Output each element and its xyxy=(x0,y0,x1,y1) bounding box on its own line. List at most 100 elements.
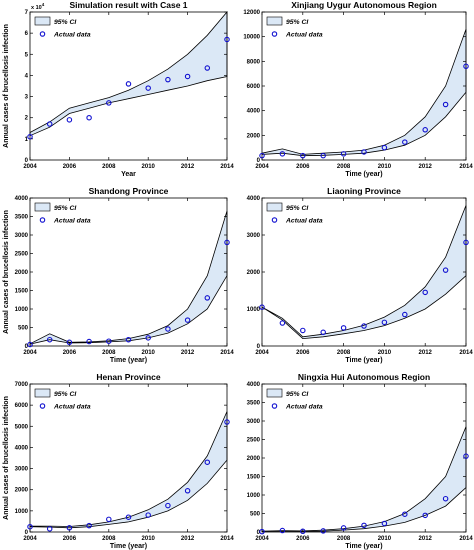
axes-frame xyxy=(29,11,228,161)
y-tick-label: 4000 xyxy=(15,196,29,202)
y-tick-label: 0 xyxy=(257,530,261,536)
actual-data-point xyxy=(86,338,92,345)
actual-data-point xyxy=(279,320,286,326)
y-tick-label: 6 xyxy=(25,31,29,37)
actual-data-point xyxy=(381,144,388,151)
actual-data-point xyxy=(320,329,326,336)
x-tick-label: 2010 xyxy=(378,350,392,356)
actual-data-point xyxy=(224,36,230,43)
chart-panel-2: Xinjiang Uygur Autonomous Region 2004 2006… xyxy=(243,0,473,178)
x-tick-label: 2004 xyxy=(23,536,37,542)
y-tick-label: 2000 xyxy=(15,270,29,276)
x-tick-label: 2014 xyxy=(459,536,473,542)
y-tick-label: 0 xyxy=(25,530,29,536)
legend-marker xyxy=(271,403,278,409)
actual-data-point xyxy=(259,528,265,535)
actual-data-point xyxy=(184,317,191,323)
actual-data-point xyxy=(224,419,230,425)
y-axis-label: Annual cases of brucellosis infection xyxy=(3,210,10,334)
legend-marker xyxy=(39,31,46,37)
legend-points-label: Actual data xyxy=(53,404,91,411)
x-tick-label: 2010 xyxy=(378,536,392,542)
y-tick-label: 2000 xyxy=(247,270,261,276)
legend-marker xyxy=(39,403,46,409)
y-tick-label: 5 xyxy=(25,52,29,58)
ci-band xyxy=(261,29,467,157)
legend-marker xyxy=(271,217,278,223)
y-axis-label: Annual cases of brucellosis infection xyxy=(3,24,10,148)
legend-band-swatch xyxy=(266,388,283,398)
x-tick-label: 2004 xyxy=(255,536,269,542)
y-tick-label: 1000 xyxy=(15,509,29,515)
actual-data-point xyxy=(320,152,326,159)
chart-panel-4: Liaoning Province 2004 2006 2008 2010 2012 201… xyxy=(247,186,474,364)
y-tick-label: 0 xyxy=(257,158,261,164)
y-tick-label: 500 xyxy=(250,512,261,518)
x-tick-label: 2004 xyxy=(255,164,269,170)
y-tick-label: 500 xyxy=(18,326,29,332)
x-tick-label: 2010 xyxy=(142,350,156,356)
actual-data-point xyxy=(204,295,211,301)
actual-data-point xyxy=(300,528,306,535)
actual-data-point xyxy=(204,459,211,465)
legend-points-label: Actual data xyxy=(285,218,323,225)
x-tick-label: 2010 xyxy=(142,164,156,170)
x-tick-label: 2006 xyxy=(63,536,77,542)
legend-band-swatch xyxy=(266,16,283,26)
actual-data-point xyxy=(145,335,151,341)
chart-title: Henan Province xyxy=(96,372,161,382)
y-tick-label: 3000 xyxy=(15,233,29,239)
actual-data-point xyxy=(204,65,211,71)
y-tick-label: 8000 xyxy=(247,59,261,65)
chart-title: Ningxia Hui Autonomous Region xyxy=(298,372,430,382)
y-tick-label: 6000 xyxy=(247,84,261,90)
actual-data-point xyxy=(66,117,73,123)
legend-marker xyxy=(271,31,278,37)
actual-data-point xyxy=(46,526,53,532)
actual-data-point xyxy=(145,512,151,518)
y-tick-label: 1500 xyxy=(247,475,261,481)
y-tick-label: 2500 xyxy=(247,438,261,444)
x-tick-label: 2004 xyxy=(255,350,269,356)
x-axis-label: Time (year) xyxy=(345,357,382,364)
actual-data-point xyxy=(463,63,469,70)
chart-title: Simulation result with Case 1 xyxy=(69,0,187,10)
actual-data-point xyxy=(259,304,265,310)
y-tick-label: 5000 xyxy=(15,424,29,430)
actual-data-point xyxy=(106,338,112,344)
actual-data-point xyxy=(422,289,428,296)
y-tick-label: 3500 xyxy=(15,215,29,221)
x-axis-label: Time (year) xyxy=(345,171,382,178)
actual-data-point xyxy=(340,525,347,531)
actual-data-point xyxy=(66,525,73,531)
legend-band-swatch xyxy=(266,202,283,212)
x-tick-label: 2014 xyxy=(459,164,473,170)
actual-data-point xyxy=(381,319,388,326)
actual-data-point xyxy=(442,101,449,108)
chart-title: Liaoning Province xyxy=(327,186,401,196)
y-tick-label: 1 xyxy=(25,137,29,143)
y-tick-label: 1500 xyxy=(15,289,29,295)
legend-points-label: Actual data xyxy=(53,32,91,39)
actual-data-point xyxy=(381,520,388,527)
actual-data-point xyxy=(422,512,428,519)
y-tick-label: 4000 xyxy=(247,382,261,388)
actual-data-point xyxy=(145,85,151,91)
x-tick-label: 2008 xyxy=(102,536,116,542)
legend-band-label: 95% CI xyxy=(286,19,308,26)
legend-band-label: 95% CI xyxy=(286,391,308,398)
legend-points-label: Actual data xyxy=(285,32,323,39)
x-axis-label: Time (year) xyxy=(110,357,147,364)
y-tick-label: 1000 xyxy=(247,493,261,499)
legend-band-label: 95% CI xyxy=(286,205,308,212)
y-tick-label: 12000 xyxy=(243,10,260,16)
y-tick-label: 10000 xyxy=(243,35,260,41)
actual-data-point xyxy=(442,495,449,502)
chart-panel-1: Simulation result with Case 1 2004 2006 200… xyxy=(3,0,234,178)
y-tick-label: 0 xyxy=(257,344,261,350)
actual-data-point xyxy=(402,311,408,318)
actual-data-point xyxy=(106,100,112,106)
actual-data-point xyxy=(125,514,132,520)
axes-frame xyxy=(29,383,228,533)
actual-data-point xyxy=(125,81,132,87)
